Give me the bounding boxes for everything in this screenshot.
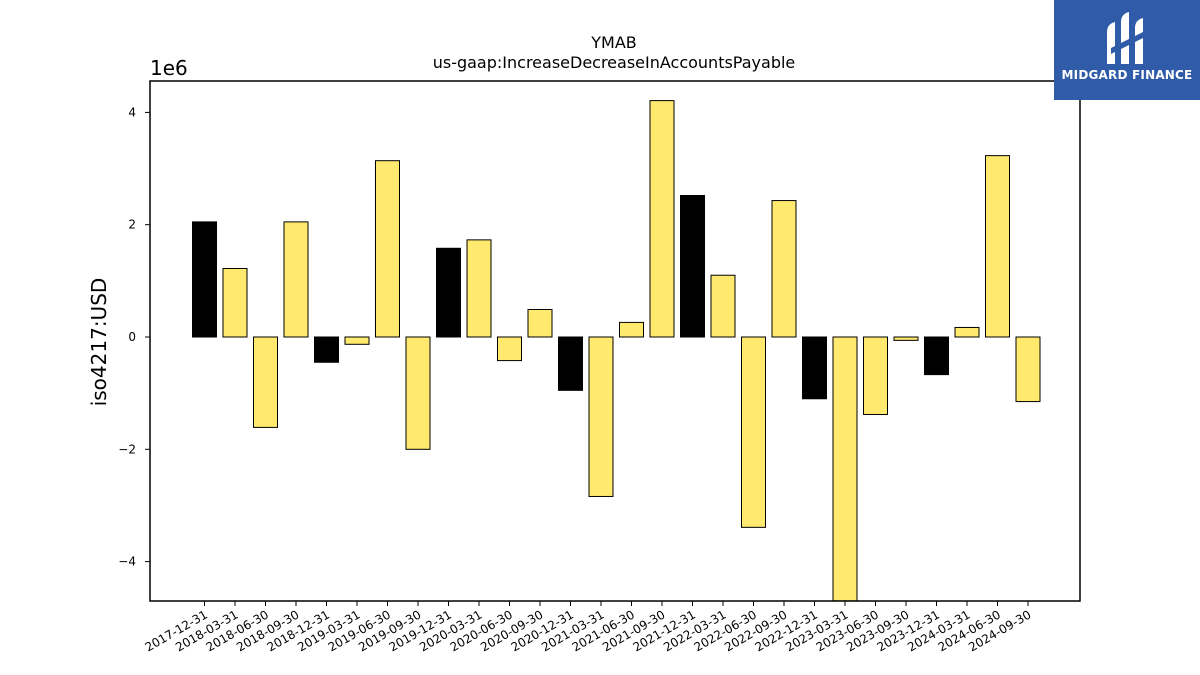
brand-name: MIDGARD FINANCE <box>1061 68 1193 82</box>
bar-2021-06-30 <box>619 321 644 338</box>
bar-2019-03-31 <box>344 336 370 345</box>
bar-2021-09-30 <box>649 100 675 338</box>
y-axis-label: iso4217:USD <box>87 278 111 407</box>
bar-2022-03-31 <box>710 274 736 338</box>
bar-2017-12-31 <box>192 221 217 338</box>
y-tick-label: −4 <box>118 555 136 569</box>
bar-2018-06-30 <box>253 336 278 428</box>
bar-2023-03-31 <box>832 336 858 602</box>
bar-2020-12-31 <box>558 336 583 391</box>
bars-group <box>192 100 1041 602</box>
bar-2022-12-31 <box>802 336 827 400</box>
plot-frame <box>149 80 1081 602</box>
bar-2023-09-30 <box>893 336 919 341</box>
bar-2024-09-30 <box>1015 336 1041 403</box>
y-tick-label: 0 <box>128 330 136 344</box>
bar-2023-06-30 <box>863 336 888 415</box>
bar-2021-12-31 <box>680 195 705 338</box>
bar-2020-03-31 <box>466 239 492 338</box>
y-tick-label: 4 <box>128 105 136 119</box>
y-tick-label: −2 <box>118 442 136 456</box>
y-scale-label: 1e6 <box>150 56 188 80</box>
y-tick-label: 2 <box>128 218 136 232</box>
y-axis-ticks: −4 −2 0 2 4 <box>118 105 150 569</box>
x-axis-ticks: 2017-12-312018-03-312018-06-302018-09-30… <box>143 601 1034 654</box>
bar-2024-03-31 <box>954 326 980 338</box>
bar-2020-09-30 <box>527 308 553 338</box>
bar-2019-12-31 <box>436 247 461 338</box>
bar-2019-09-30 <box>405 336 431 450</box>
bar-2022-09-30 <box>771 200 797 338</box>
bar-2018-03-31 <box>222 267 248 338</box>
bar-2023-12-31 <box>924 336 949 376</box>
bar-2024-06-30 <box>985 155 1010 338</box>
bar-2018-12-31 <box>314 336 339 363</box>
midgard-logo-icon <box>1107 12 1147 64</box>
chart-title: YMAB <box>590 33 637 52</box>
bar-2020-06-30 <box>497 336 522 362</box>
chart-subtitle: us-gaap:IncreaseDecreaseInAccountsPayabl… <box>433 53 796 72</box>
bar-2022-06-30 <box>741 336 766 528</box>
bar-2021-03-31 <box>588 336 614 497</box>
brand-logo: MIDGARD FINANCE <box>1054 0 1200 100</box>
bar-2019-06-30 <box>375 160 400 338</box>
bar-2018-09-30 <box>283 221 309 338</box>
